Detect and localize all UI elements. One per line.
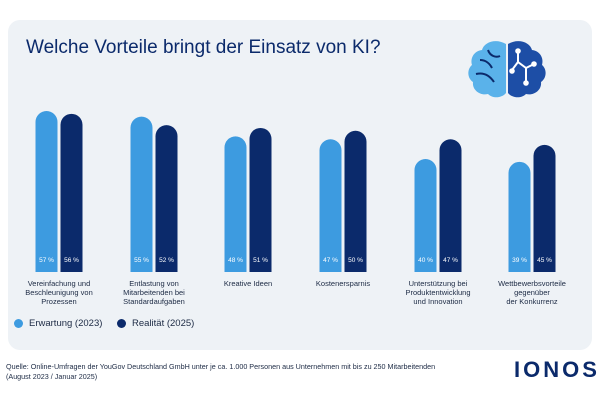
bar-expectation-2 — [130, 116, 153, 272]
bar-expectation-4 — [319, 139, 342, 272]
legend-reality: Realität (2025) — [117, 318, 194, 329]
value-label-reality-1: 56 % — [64, 257, 79, 264]
value-label-expectation-4: 47 % — [323, 257, 338, 264]
category-label-6-line-3: der Konkurrenz — [506, 297, 558, 306]
category-label-1-line-2: Beschleunigung von — [25, 288, 93, 297]
value-label-reality-5: 47 % — [443, 257, 458, 264]
source-note: Quelle: Online-Umfragen der YouGov Deuts… — [6, 362, 436, 381]
category-label-1-line-1: Vereinfachung und — [28, 279, 91, 288]
legend-expectation: Erwartung (2023) — [14, 318, 102, 329]
value-label-reality-2: 52 % — [159, 257, 174, 264]
category-label-5-line-1: Unterstützung bei — [409, 279, 468, 288]
category-label-2-line-1: Entlastung von — [129, 279, 179, 288]
value-label-expectation-3: 48 % — [228, 257, 243, 264]
legend-expectation-label: Erwartung (2023) — [29, 318, 103, 329]
value-label-expectation-6: 39 % — [512, 257, 527, 264]
bar-reality-4 — [344, 130, 367, 272]
brain-ai-icon — [468, 41, 546, 98]
category-label-4-line-1: Kostenersparnis — [316, 279, 370, 288]
bar-expectation-3 — [224, 136, 247, 272]
bar-reality-5 — [439, 139, 462, 272]
bar-expectation-6 — [508, 161, 531, 272]
bar-expectation-5 — [414, 159, 437, 272]
bar-reality-6 — [533, 144, 556, 272]
category-label-2-line-3: Standardaufgaben — [123, 297, 185, 306]
bar-reality-2 — [155, 125, 178, 273]
legend-expectation-swatch — [14, 319, 23, 328]
value-label-expectation-2: 55 % — [134, 257, 149, 264]
category-label-2-line-2: Mitarbeitenden bei — [123, 288, 185, 297]
category-label-6-line-1: Wettbewerbsvorteile — [498, 279, 566, 288]
category-label-5-line-3: und Innovation — [413, 297, 462, 306]
page-title: Welche Vorteile bringt der Einsatz von K… — [26, 37, 381, 58]
value-label-reality-3: 51 % — [253, 257, 268, 264]
value-label-reality-4: 50 % — [348, 257, 363, 264]
value-label-reality-6: 45 % — [537, 257, 552, 264]
category-label-1-line-3: Prozessen — [41, 297, 76, 306]
bar-reality-1 — [60, 113, 83, 273]
legend-reality-label: Realität (2025) — [132, 318, 195, 329]
category-label-5-line-2: Produktentwicklung — [405, 288, 470, 297]
ionos-logo: IONOS — [514, 357, 600, 382]
category-label-3-line-1: Kreative Ideen — [224, 279, 272, 288]
value-label-expectation-5: 40 % — [418, 257, 433, 264]
bar-expectation-1 — [35, 111, 58, 272]
value-label-expectation-1: 57 % — [39, 257, 54, 264]
category-label-6-line-2: gegenüber — [514, 288, 550, 297]
bar-reality-3 — [249, 127, 272, 272]
legend-reality-swatch — [117, 319, 126, 328]
